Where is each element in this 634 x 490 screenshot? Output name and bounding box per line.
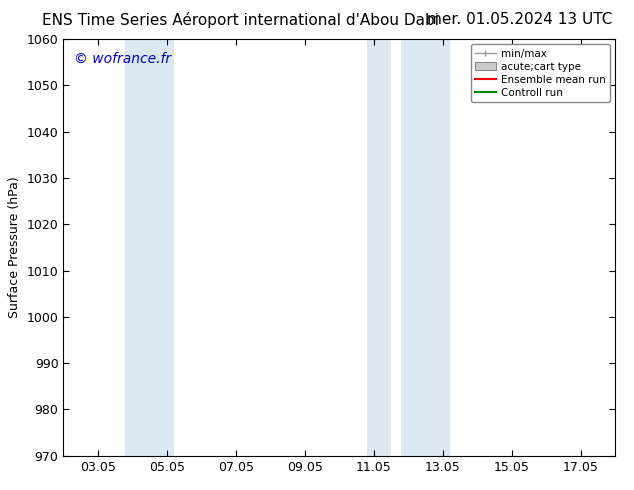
Text: ENS Time Series Aéroport international d'Abou Dabi: ENS Time Series Aéroport international d… [42, 12, 439, 28]
Bar [367, 39, 391, 456]
Legend: min/max, acute;cart type, Ensemble mean run, Controll run: min/max, acute;cart type, Ensemble mean … [470, 45, 610, 102]
Y-axis label: Surface Pressure (hPa): Surface Pressure (hPa) [8, 176, 21, 318]
Text: © wofrance.fr: © wofrance.fr [74, 52, 172, 66]
Bar [126, 39, 174, 456]
Bar [401, 39, 450, 456]
Text: mer. 01.05.2024 13 UTC: mer. 01.05.2024 13 UTC [427, 12, 612, 27]
